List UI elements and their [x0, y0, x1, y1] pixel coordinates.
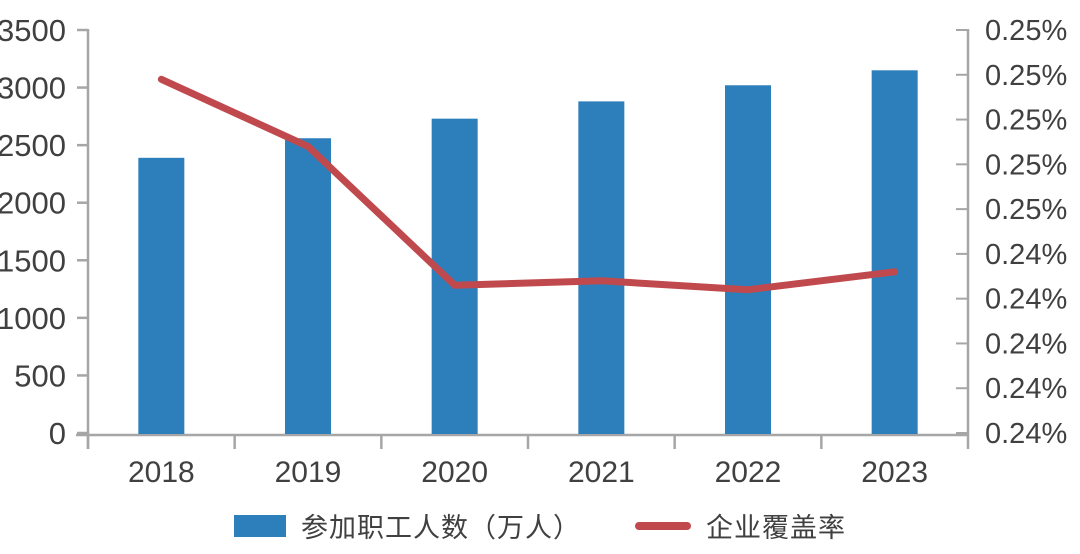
- right-axis-label: 0.25%: [985, 60, 1067, 92]
- bar: [578, 101, 625, 434]
- x-axis-label: 2023: [861, 456, 928, 489]
- right-axis-label: 0.25%: [985, 105, 1067, 137]
- legend-line-label: 企业覆盖率: [706, 513, 846, 543]
- bar: [431, 118, 478, 434]
- right-axis-label: 0.24%: [985, 328, 1067, 360]
- legend-bar-label: 参加职工人数（万人）: [301, 513, 581, 543]
- x-axis-label: 2018: [128, 456, 195, 489]
- legend-item-bar: 参加职工人数（万人）: [234, 506, 581, 545]
- right-axis-label: 0.24%: [985, 239, 1067, 271]
- right-axis-label: 0.24%: [985, 284, 1067, 316]
- left-axis-label: 0: [49, 416, 66, 451]
- legend: 参加职工人数（万人） 企业覆盖率: [0, 506, 1080, 545]
- left-axis-label: 2000: [0, 186, 66, 221]
- left-axis-label: 3000: [0, 71, 66, 106]
- right-axis-label: 0.25%: [985, 194, 1067, 226]
- left-axis-label: 500: [14, 358, 66, 393]
- x-axis-label: 2022: [715, 456, 782, 489]
- legend-bar-swatch: [234, 514, 286, 537]
- x-axis-label: 2021: [568, 456, 635, 489]
- bar: [871, 70, 918, 435]
- left-axis-label: 1000: [0, 301, 66, 336]
- right-axis-label: 0.24%: [985, 418, 1067, 450]
- line-series: [157, 75, 899, 294]
- left-axis-label: 1500: [0, 243, 66, 278]
- right-axis-label: 0.25%: [985, 149, 1067, 181]
- left-axis-label: 2500: [0, 128, 66, 163]
- left-axis-label: 3500: [0, 13, 66, 48]
- bar: [725, 85, 771, 435]
- legend-line-swatch: [635, 521, 691, 530]
- x-axis-label: 2020: [421, 456, 488, 489]
- right-axis-label: 0.25%: [985, 15, 1067, 47]
- bar: [138, 157, 185, 434]
- x-axis-label: 2019: [275, 456, 342, 489]
- bar: [285, 138, 331, 434]
- legend-item-line: 企业覆盖率: [635, 506, 846, 545]
- right-axis-label: 0.24%: [985, 373, 1067, 405]
